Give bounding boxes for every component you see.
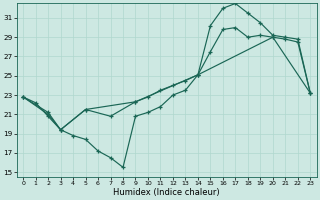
X-axis label: Humidex (Indice chaleur): Humidex (Indice chaleur) bbox=[113, 188, 220, 197]
